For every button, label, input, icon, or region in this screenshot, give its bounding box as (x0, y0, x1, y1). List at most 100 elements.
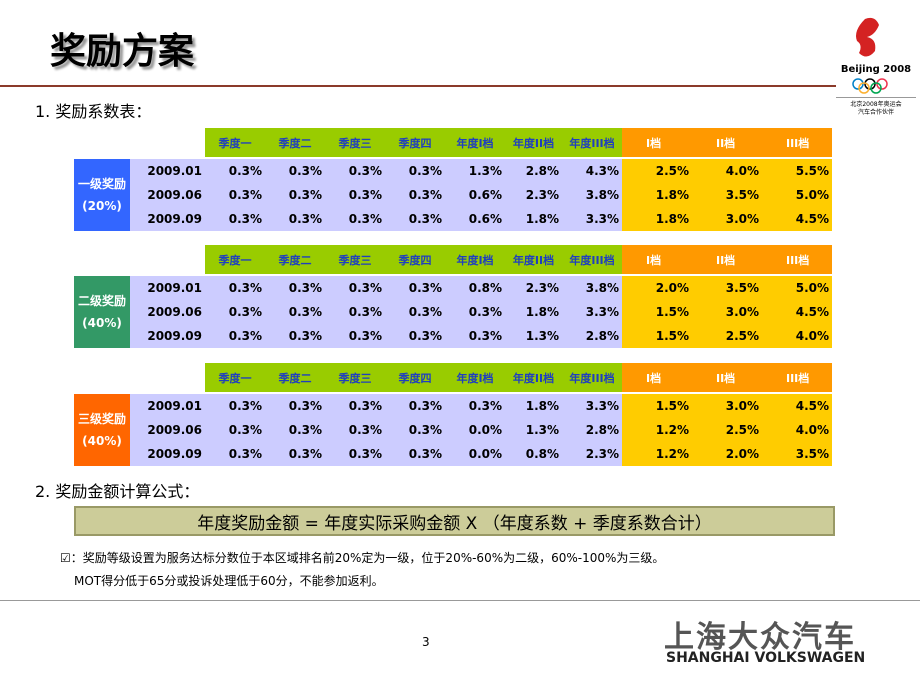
rate: 0.3% (385, 207, 445, 231)
rate: 1.2% (622, 442, 692, 466)
rate: 0.3% (205, 159, 265, 183)
rate: 0.3% (385, 159, 445, 183)
rate: 0.3% (265, 207, 325, 231)
rate: 0.3% (445, 324, 505, 348)
rate: 1.8% (505, 394, 562, 418)
rate: 4.5% (762, 300, 832, 324)
rate: 0.0% (445, 442, 505, 466)
column-header: 季度三 (325, 363, 385, 392)
rate: 0.3% (385, 324, 445, 348)
rate: 0.3% (325, 207, 385, 231)
rate: 0.3% (265, 276, 325, 300)
rate: 3.0% (692, 394, 762, 418)
rate: 0.3% (385, 442, 445, 466)
olympic-emblem (856, 17, 879, 57)
note: ☑：奖励等级设置为服务达标分数位于本区域排名前20%定为一级，位于20%-60%… (60, 551, 665, 565)
rate: 0.3% (325, 276, 385, 300)
rate: 0.3% (325, 183, 385, 207)
rate: 3.8% (562, 276, 622, 300)
column-header: 季度二 (265, 363, 325, 392)
rate: 0.3% (385, 276, 445, 300)
column-header: 年度II档 (505, 245, 562, 274)
rate: 0.6% (445, 183, 505, 207)
column-header: 季度三 (325, 128, 385, 157)
rate: 2.5% (622, 159, 692, 183)
rate: 2.8% (562, 418, 622, 442)
column-header: I档 (622, 128, 692, 157)
rate: 0.8% (505, 442, 562, 466)
period: 2009.09 (130, 442, 205, 466)
rate: 4.0% (692, 159, 762, 183)
rate: 3.3% (562, 300, 622, 324)
rate: 0.3% (265, 418, 325, 442)
rate: 0.3% (385, 394, 445, 418)
period: 2009.09 (130, 324, 205, 348)
column-header: 年度III档 (562, 128, 622, 157)
rate: 3.0% (692, 300, 762, 324)
rate: 0.3% (205, 207, 265, 231)
rate: 0.3% (205, 300, 265, 324)
rate: 5.0% (762, 183, 832, 207)
column-header: II档 (692, 128, 762, 157)
rate: 0.6% (445, 207, 505, 231)
column-header: 年度III档 (562, 245, 622, 274)
rate: 0.3% (265, 394, 325, 418)
brand-cn: 上海大众汽车 (664, 620, 856, 655)
rate: 2.3% (562, 442, 622, 466)
rate: 2.8% (562, 324, 622, 348)
rate: 3.3% (562, 394, 622, 418)
rate: 4.5% (762, 207, 832, 231)
period: 2009.06 (130, 418, 205, 442)
rate: 0.3% (325, 418, 385, 442)
rate: 0.3% (325, 159, 385, 183)
tier-label: 一级奖励(20%) (74, 159, 130, 231)
column-header: 年度II档 (505, 363, 562, 392)
period: 2009.01 (130, 276, 205, 300)
period: 2009.01 (130, 159, 205, 183)
rate: 0.8% (445, 276, 505, 300)
rate: 5.5% (762, 159, 832, 183)
rate: 0.3% (265, 300, 325, 324)
rate: 0.3% (205, 324, 265, 348)
rate: 3.8% (562, 183, 622, 207)
section-heading: 1. 奖励系数表： (35, 102, 152, 121)
footer-rule (0, 600, 920, 601)
rate: 0.3% (385, 418, 445, 442)
column-header: 季度一 (205, 363, 265, 392)
column-header: 年度III档 (562, 363, 622, 392)
rate: 1.3% (505, 418, 562, 442)
rate: 1.5% (622, 394, 692, 418)
column-header: 季度二 (265, 128, 325, 157)
rate: 1.5% (622, 300, 692, 324)
title-rule (0, 85, 836, 87)
column-header: 季度四 (385, 363, 445, 392)
rate: 0.3% (325, 442, 385, 466)
rate: 0.3% (445, 394, 505, 418)
tier-label: 二级奖励(40%) (74, 276, 130, 348)
olympic-rings (852, 78, 888, 94)
column-header: 季度三 (325, 245, 385, 274)
note: MOT得分低于65分或投诉处理低于60分，不能参加返利。 (74, 574, 384, 588)
rate: 0.0% (445, 418, 505, 442)
period: 2009.06 (130, 300, 205, 324)
section-heading: 2. 奖励金额计算公式： (35, 482, 200, 501)
rate: 1.8% (505, 300, 562, 324)
rate: 2.8% (505, 159, 562, 183)
column-header: II档 (692, 245, 762, 274)
rate: 3.3% (562, 207, 622, 231)
rate: 1.5% (622, 324, 692, 348)
rate: 0.3% (385, 300, 445, 324)
column-header: 季度四 (385, 245, 445, 274)
column-header: 季度一 (205, 128, 265, 157)
rate: 4.0% (762, 324, 832, 348)
logo-sub2: 汽车合作伙伴 (857, 109, 894, 116)
rate: 0.3% (205, 394, 265, 418)
rate: 2.0% (622, 276, 692, 300)
rate: 3.5% (692, 276, 762, 300)
column-header: III档 (762, 363, 832, 392)
period: 2009.09 (130, 207, 205, 231)
column-header: 季度一 (205, 245, 265, 274)
rate: 2.5% (692, 418, 762, 442)
column-header: 季度二 (265, 245, 325, 274)
